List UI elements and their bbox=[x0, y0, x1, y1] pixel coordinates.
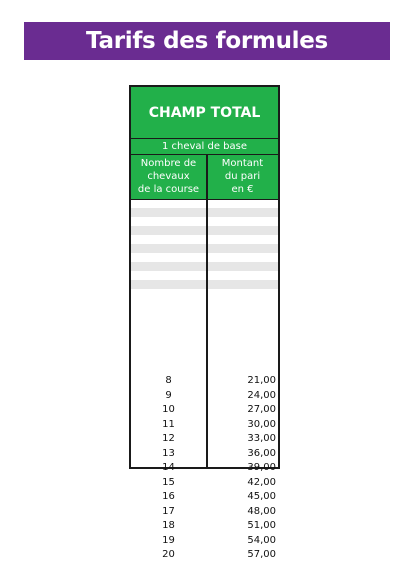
bet-amount-cell: 45,00 bbox=[247, 491, 276, 502]
table-row: 16 45,00 bbox=[131, 490, 278, 504]
horses-count-cell: 16 bbox=[162, 491, 175, 502]
bet-amount-cell: 51,00 bbox=[247, 520, 276, 531]
tariff-table: CHAMP TOTAL 1 cheval de base Nombre de c… bbox=[129, 85, 280, 560]
horses-count-cell: 11 bbox=[162, 418, 175, 430]
bet-amount-cell: 27,00 bbox=[247, 404, 276, 415]
horses-count-cell: 9 bbox=[165, 389, 172, 401]
horses-count-cell: 8 bbox=[165, 375, 172, 386]
bet-amount-cell: 48,00 bbox=[247, 505, 276, 517]
blank-row-stripe bbox=[131, 226, 278, 235]
table-row: 8 21,00 bbox=[131, 374, 278, 388]
column-header-horses: Nombre de chevaux de la course bbox=[137, 158, 200, 195]
table-row: 12 33,00 bbox=[131, 432, 278, 446]
horses-count-cell: 10 bbox=[162, 404, 175, 415]
bet-amount-cell: 33,00 bbox=[247, 433, 276, 444]
horses-count-cell: 19 bbox=[162, 534, 175, 546]
horses-count-cell: 17 bbox=[162, 505, 175, 517]
bet-amount-cell: 42,00 bbox=[247, 476, 276, 488]
horses-count-cell: 20 bbox=[162, 549, 175, 560]
table-subtitle: 1 cheval de base bbox=[131, 139, 278, 155]
table-row: 13 36,00 bbox=[131, 447, 278, 461]
bet-amount-cell: 54,00 bbox=[247, 534, 276, 546]
blank-row-stripe bbox=[131, 280, 278, 289]
bet-amount-cell: 24,00 bbox=[247, 389, 276, 401]
table-header-row: Nombre de chevaux de la course Montant d… bbox=[131, 155, 278, 200]
blank-row-stripe bbox=[131, 262, 278, 271]
blank-row-stripe bbox=[131, 244, 278, 253]
table-row: 15 42,00 bbox=[131, 476, 278, 490]
bet-amount-cell: 36,00 bbox=[247, 447, 276, 459]
bet-amount-cell: 21,00 bbox=[247, 375, 276, 386]
column-divider bbox=[206, 155, 208, 467]
table-title: CHAMP TOTAL bbox=[131, 87, 278, 139]
horses-count-cell: 13 bbox=[162, 447, 175, 459]
horses-count-cell: 18 bbox=[162, 520, 175, 531]
table-row: 11 30,00 bbox=[131, 418, 278, 432]
horses-count-cell: 12 bbox=[162, 433, 175, 444]
bet-amount-cell: 57,00 bbox=[247, 549, 276, 560]
blank-row-stripe bbox=[131, 208, 278, 217]
horses-count-cell: 15 bbox=[162, 476, 175, 488]
bet-amount-cell: 39,00 bbox=[247, 462, 276, 473]
table-row: 14 39,00 bbox=[131, 461, 278, 475]
table-row: 18 51,00 bbox=[131, 519, 278, 533]
table-row: 20 57,00 bbox=[131, 548, 278, 562]
table-row: 10 27,00 bbox=[131, 403, 278, 417]
table-row: 19 54,00 bbox=[131, 534, 278, 548]
table-row: 9 24,00 bbox=[131, 389, 278, 403]
page-title-banner: Tarifs des formules bbox=[24, 22, 390, 60]
column-header-amount: Montant du pari en € bbox=[221, 158, 264, 195]
horses-count-cell: 14 bbox=[162, 462, 175, 473]
bet-amount-cell: 30,00 bbox=[247, 418, 276, 430]
table-row: 17 48,00 bbox=[131, 505, 278, 519]
table-body: 8 21,00 9 24,00 10 27,00 11 30,00 12 33,00 13 36,00… bbox=[131, 200, 278, 560]
